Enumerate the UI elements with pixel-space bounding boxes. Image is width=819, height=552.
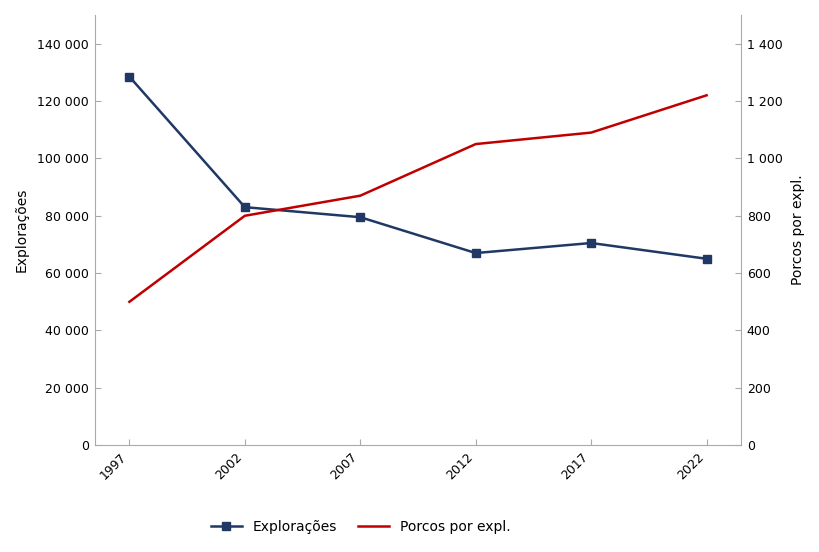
Porcos por expl. bbox=[240, 213, 250, 219]
Line: Porcos por expl.: Porcos por expl. bbox=[129, 95, 706, 302]
Legend: Explorações, Porcos por expl.: Explorações, Porcos por expl. bbox=[206, 514, 515, 539]
Porcos por expl. bbox=[586, 129, 595, 136]
Porcos por expl. bbox=[701, 92, 711, 99]
Explorações bbox=[470, 250, 480, 256]
Y-axis label: Porcos por expl.: Porcos por expl. bbox=[790, 175, 804, 285]
Explorações bbox=[355, 214, 364, 220]
Porcos por expl. bbox=[355, 193, 364, 199]
Explorações bbox=[240, 204, 250, 210]
Line: Explorações: Explorações bbox=[125, 72, 710, 263]
Explorações bbox=[124, 73, 134, 80]
Porcos por expl. bbox=[470, 141, 480, 147]
Y-axis label: Explorações: Explorações bbox=[15, 188, 29, 272]
Explorações bbox=[701, 256, 711, 262]
Porcos por expl. bbox=[124, 299, 134, 305]
Explorações bbox=[586, 240, 595, 246]
